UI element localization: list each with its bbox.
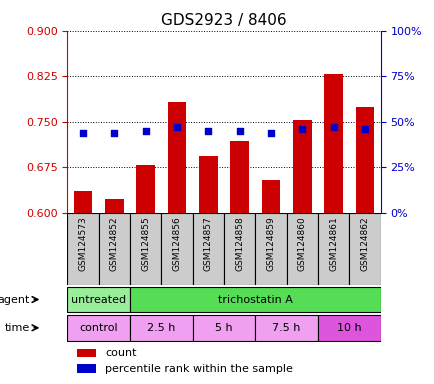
Text: GSM124858: GSM124858 bbox=[235, 216, 243, 271]
Bar bbox=[73, 191, 92, 213]
Text: GSM124573: GSM124573 bbox=[79, 216, 87, 271]
Bar bbox=[261, 180, 280, 213]
Text: 10 h: 10 h bbox=[336, 323, 361, 333]
Text: GSM124861: GSM124861 bbox=[329, 216, 337, 271]
Text: GSM124859: GSM124859 bbox=[266, 216, 275, 271]
Point bbox=[267, 129, 274, 136]
Point bbox=[79, 129, 86, 136]
Text: count: count bbox=[105, 348, 136, 358]
Text: untreated: untreated bbox=[71, 295, 126, 305]
Bar bbox=[355, 106, 374, 213]
Bar bbox=[130, 287, 380, 312]
Bar bbox=[192, 315, 255, 341]
Bar bbox=[323, 74, 342, 213]
Bar bbox=[77, 364, 95, 373]
Text: 5 h: 5 h bbox=[215, 323, 232, 333]
Point bbox=[173, 124, 180, 130]
Bar bbox=[167, 102, 186, 213]
Text: trichostatin A: trichostatin A bbox=[217, 295, 292, 305]
Point bbox=[329, 124, 336, 130]
Text: 7.5 h: 7.5 h bbox=[272, 323, 300, 333]
Bar bbox=[292, 121, 311, 213]
Bar bbox=[224, 213, 255, 285]
Bar bbox=[136, 165, 155, 213]
Text: GSM124852: GSM124852 bbox=[110, 216, 118, 271]
Point bbox=[204, 128, 211, 134]
Point bbox=[361, 126, 368, 132]
Point bbox=[236, 128, 243, 134]
Text: GSM124857: GSM124857 bbox=[204, 216, 212, 271]
Bar bbox=[198, 156, 217, 213]
Bar bbox=[317, 315, 380, 341]
Bar bbox=[317, 213, 349, 285]
Bar bbox=[67, 287, 130, 312]
Bar bbox=[255, 315, 317, 341]
Point bbox=[111, 129, 118, 136]
Text: GSM124860: GSM124860 bbox=[297, 216, 306, 271]
Bar bbox=[67, 315, 130, 341]
Text: GSM124856: GSM124856 bbox=[172, 216, 181, 271]
Bar bbox=[161, 213, 192, 285]
Bar bbox=[130, 315, 192, 341]
Bar bbox=[67, 213, 99, 285]
Point bbox=[142, 128, 149, 134]
Bar bbox=[130, 213, 161, 285]
Bar bbox=[99, 213, 130, 285]
Title: GDS2923 / 8406: GDS2923 / 8406 bbox=[161, 13, 286, 28]
Text: time: time bbox=[5, 323, 30, 333]
Text: 2.5 h: 2.5 h bbox=[147, 323, 175, 333]
Bar bbox=[230, 141, 249, 213]
Text: GSM124855: GSM124855 bbox=[141, 216, 150, 271]
Bar bbox=[192, 213, 224, 285]
Text: GSM124862: GSM124862 bbox=[360, 216, 368, 271]
Bar bbox=[105, 199, 124, 213]
Bar bbox=[77, 349, 95, 358]
Bar bbox=[286, 213, 317, 285]
Text: control: control bbox=[79, 323, 118, 333]
Bar bbox=[255, 213, 286, 285]
Point bbox=[298, 126, 305, 132]
Bar bbox=[349, 213, 380, 285]
Text: percentile rank within the sample: percentile rank within the sample bbox=[105, 364, 292, 374]
Text: agent: agent bbox=[0, 295, 30, 305]
